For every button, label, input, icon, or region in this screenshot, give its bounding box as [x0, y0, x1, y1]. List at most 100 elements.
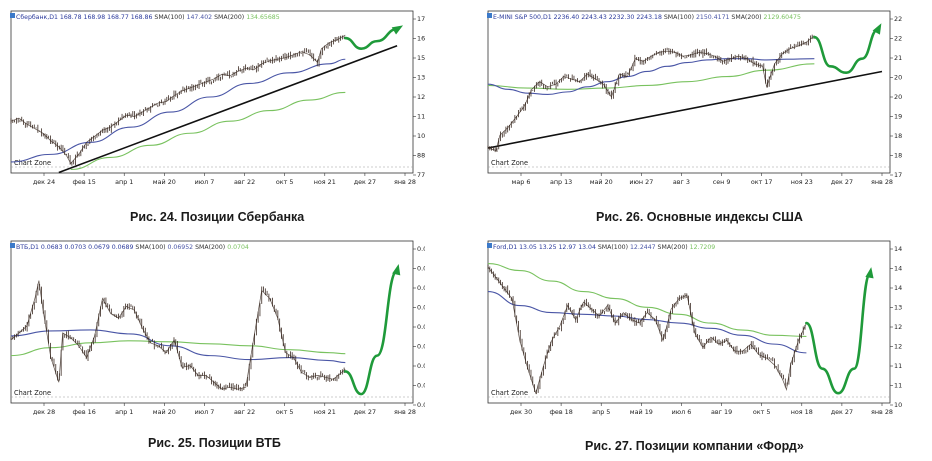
y-tick-label: 11.25: [894, 382, 902, 390]
y-tick-label: 2213.35: [894, 35, 902, 43]
x-tick-label: апр 5: [592, 408, 610, 416]
x-tick-label: май 20: [590, 178, 613, 186]
y-tick-label: 150.60: [417, 54, 425, 62]
sma100-value: 147.402: [187, 14, 215, 21]
x-tick-label: янв 28: [871, 178, 893, 186]
y-tick-label: 1896.60: [894, 132, 902, 140]
ohlc-value: 12.97: [559, 244, 579, 251]
sma100-line: [10, 329, 346, 364]
chart-panel-vtb: ВТБ,D1 0.0683 0.0703 0.0679 0.0689 SMA(1…: [9, 240, 425, 420]
symbol-label: E-MINI S&P 500,D1: [493, 14, 554, 21]
chart-panel-ford: Ford,D1 13.05 13.25 12.97 13.04 SMA(100)…: [486, 240, 902, 420]
x-tick-label: июл 7: [195, 178, 215, 186]
window-icon: [10, 13, 15, 18]
x-tick-label: апр 1: [115, 178, 133, 186]
sma200-value: 2129.60475: [764, 14, 801, 21]
y-tick-label: 113.10: [417, 113, 425, 121]
x-tick-label: сен 9: [713, 178, 731, 186]
x-tick-label: окт 5: [753, 408, 771, 416]
trendline: [58, 44, 398, 174]
chart-sp500: E-MINI S&P 500,D1 2236.40 2243.43 2232.3…: [487, 10, 902, 186]
y-tick-label: 0.0710: [417, 343, 425, 351]
y-tick-label: 0.0670: [417, 382, 425, 390]
y-tick-label: 0.0770: [417, 284, 425, 292]
x-tick-label: май 19: [630, 408, 653, 416]
window-icon: [487, 243, 492, 248]
y-tick-label: 0.0690: [417, 362, 425, 370]
y-tick-label: 14.00: [894, 284, 902, 292]
x-tick-label: ноя 18: [791, 408, 813, 416]
sma200-line: [70, 91, 346, 171]
sma200-label: SMA(200): [731, 14, 763, 21]
sma200-value: 12.7209: [690, 244, 716, 251]
plot-frame: [487, 10, 891, 174]
y-tick-label: 11.80: [894, 362, 902, 370]
x-tick-label: окт 17: [751, 178, 773, 186]
sma100-line: [487, 291, 807, 354]
ohlc-value: 168.77: [107, 14, 131, 21]
chart-zone-watermark: Chart Zone: [491, 389, 528, 397]
y-tick-label: 14.95: [894, 245, 902, 253]
y-tick-label: 125.60: [417, 93, 425, 101]
trendline: [487, 70, 883, 149]
x-tick-label: окт 5: [276, 408, 294, 416]
x-tick-label: дек 28: [33, 408, 55, 416]
sma100-label: SMA(100): [664, 14, 696, 21]
x-tick-label: окт 5: [276, 178, 294, 186]
x-tick-label: авг 19: [711, 408, 732, 416]
y-tick-label: 77.67: [417, 171, 425, 179]
y-tick-label: 163.10: [417, 35, 425, 43]
y-tick-label: 2150.80: [894, 54, 902, 62]
x-tick-label: дек 27: [831, 408, 853, 416]
y-tick-label: 1833.25: [894, 152, 902, 160]
plot-frame: [10, 240, 414, 404]
ohlc-value: 168.78: [60, 14, 84, 21]
y-tick-label: 12.90: [894, 323, 902, 331]
forecast-curve: [805, 272, 872, 395]
forecast-arrowhead: [391, 25, 404, 35]
caption-ford: Рис. 27. Позиции компании «Форд»: [585, 439, 804, 453]
sma200-value: 0.0704: [227, 244, 249, 251]
y-tick-label: 0.0654: [417, 401, 425, 409]
ohlc-value: 168.86: [131, 14, 155, 21]
ohlc-value: 2236.40: [554, 14, 582, 21]
sma100-label: SMA(100): [135, 244, 167, 251]
x-tick-label: ноя 21: [314, 178, 336, 186]
sma200-line: [487, 63, 815, 90]
y-tick-label: 13.45: [894, 304, 902, 312]
price-line: [10, 34, 346, 165]
sma100-value: 0.06952: [168, 244, 196, 251]
price-line: [10, 280, 346, 390]
x-tick-label: авг 3: [673, 178, 690, 186]
sma200-line: [487, 262, 807, 337]
y-tick-label: 100.60: [417, 132, 425, 140]
ohlc-value: 2243.18: [636, 14, 664, 21]
chart-panel-sp500: E-MINI S&P 500,D1 2236.40 2243.43 2232.3…: [486, 10, 902, 190]
x-tick-label: фев 16: [72, 408, 95, 416]
x-tick-label: фев 15: [72, 178, 95, 186]
symbol-label: Ford,D1: [493, 244, 519, 251]
y-tick-label: 0.0750: [417, 304, 425, 312]
ohlc-value: 13.25: [539, 244, 559, 251]
symbol-label: ВТБ,D1: [16, 244, 41, 251]
price-line: [487, 35, 815, 151]
x-tick-label: ноя 23: [791, 178, 813, 186]
y-tick-label: 138.10: [417, 74, 425, 82]
y-tick-label: 1959.55: [894, 113, 902, 121]
caption-vtb: Рис. 25. Позиции ВТБ: [148, 436, 281, 450]
chart-sberbank: Сбербанк,D1 168.78 168.98 168.77 168.86 …: [10, 10, 425, 186]
x-tick-label: июн 27: [629, 178, 653, 186]
y-tick-label: 12.35: [894, 343, 902, 351]
x-tick-label: апр 13: [550, 178, 572, 186]
sma100-label: SMA(100): [598, 244, 630, 251]
plot-frame: [10, 10, 414, 174]
chart-panel-sberbank: Сбербанк,D1 168.78 168.98 168.77 168.86 …: [9, 10, 425, 190]
y-tick-label: 0.0790: [417, 265, 425, 273]
forecast-arrowhead: [872, 23, 882, 35]
y-tick-label: 2265.45: [894, 15, 902, 23]
chart-zone-watermark: Chart Zone: [491, 159, 528, 167]
ohlc-value: 0.0689: [112, 244, 136, 251]
forecast-curve: [813, 28, 880, 75]
x-tick-label: янв 28: [871, 408, 893, 416]
ohlc-value: 13.04: [578, 244, 598, 251]
